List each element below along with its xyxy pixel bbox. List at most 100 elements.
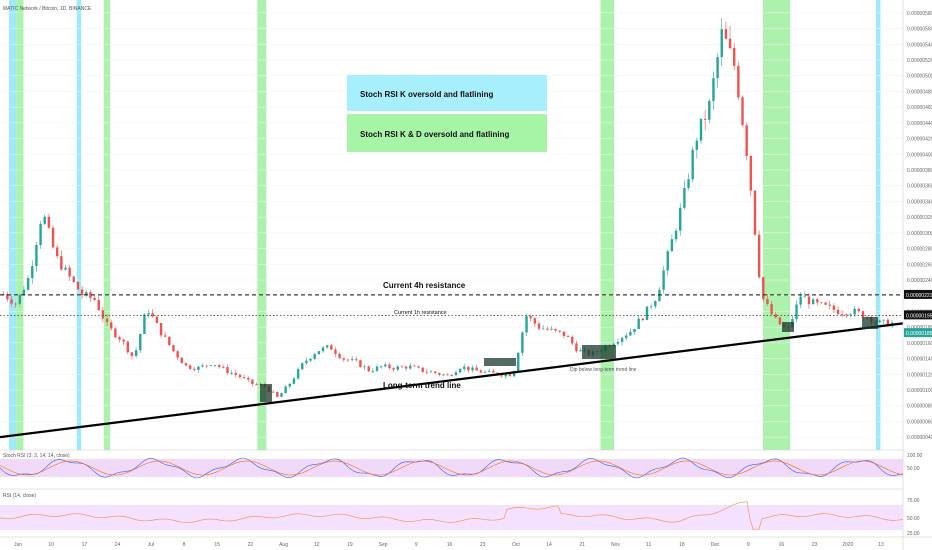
candle-body-99 <box>413 365 416 367</box>
candle-body-31 <box>130 352 134 356</box>
candle-body-108 <box>450 375 453 376</box>
candle-body-25 <box>105 318 109 323</box>
y-tick-0: 0.00000580 <box>907 11 932 17</box>
blue-zone-1 <box>76 0 82 450</box>
candle-body-187 <box>778 317 782 325</box>
candle-body-183 <box>762 277 765 300</box>
trend-line-label: Long-term trend line <box>383 381 461 390</box>
rsi-tick-50: 50.00 <box>907 516 920 522</box>
x-tick-22: 9 <box>747 542 750 548</box>
candle-body-86 <box>359 360 362 368</box>
candle-body-103 <box>429 371 433 373</box>
candle-body-137 <box>571 336 574 344</box>
x-tick-25: 2020 <box>842 542 853 548</box>
candle-body-61 <box>255 384 258 385</box>
candle-body-104 <box>433 371 437 374</box>
candle-body-130 <box>541 328 545 330</box>
candle-body-21 <box>89 292 92 298</box>
candle-body-82 <box>342 358 345 360</box>
candle-body-23 <box>97 300 100 311</box>
candle-body-93 <box>388 364 391 369</box>
candle-body-204 <box>849 314 852 316</box>
x-tick-13: 16 <box>447 542 453 548</box>
x-tick-26: 13 <box>878 542 884 548</box>
candle-body-28 <box>118 337 121 340</box>
stoch-label: Stoch RSI (3, 3, 14, 14, close) <box>3 453 70 459</box>
candle-body-133 <box>554 328 557 331</box>
x-axis-ticks: Jun 10 17 24 Jul 8 15 22 Aug 12 19 Sep 9 16 23 Oct 14 21 N… <box>14 542 884 548</box>
price-label-bg-1 <box>904 310 932 320</box>
candle-body-134 <box>558 330 561 332</box>
candle-body-198 <box>824 302 827 305</box>
candle-body-120 <box>500 375 503 377</box>
candle-body-9 <box>39 223 42 246</box>
candle-body-121 <box>504 374 507 377</box>
candle-body-181 <box>753 190 757 235</box>
candle-body-180 <box>749 155 753 191</box>
candle-body-111 <box>463 366 466 369</box>
candle-body-70 <box>292 378 296 384</box>
candle-body-60 <box>251 379 254 385</box>
candle-body-105 <box>438 373 441 375</box>
rsi-line <box>0 501 904 530</box>
y-tick-15: 0.00000280 <box>907 247 932 253</box>
candle-body-201 <box>836 309 840 315</box>
candle-body-33 <box>139 333 142 351</box>
candle-body-75 <box>313 354 316 359</box>
candle-body-185 <box>770 303 773 315</box>
candle-body-12 <box>51 227 55 248</box>
candle-body-167 <box>695 140 699 150</box>
candle-body-71 <box>296 369 300 379</box>
y-tick-22: 0.00000140 <box>907 357 932 363</box>
candle-body-27 <box>114 328 117 338</box>
x-tick-5: 8 <box>183 542 186 548</box>
candle-body-211 <box>878 320 881 323</box>
blue-zone-2 <box>875 0 881 450</box>
candle-body-102 <box>425 371 429 373</box>
candle-body-45 <box>188 365 192 369</box>
candle-body-98 <box>409 365 412 369</box>
dip-box-2 <box>582 345 616 359</box>
x-tick-9: 12 <box>314 542 320 548</box>
y-tick-11: 0.00000360 <box>907 184 932 190</box>
candle-body-68 <box>284 386 287 394</box>
candle-body-40 <box>168 336 171 346</box>
candle-body-43 <box>180 357 183 364</box>
candle-body-129 <box>537 323 541 329</box>
candle-body-149 <box>620 337 624 342</box>
candle-body-203 <box>845 314 848 316</box>
x-tick-12: 9 <box>415 542 418 548</box>
candle-body-22 <box>93 297 96 301</box>
legend-blue-box <box>347 75 547 111</box>
y-tick-10: 0.00000380 <box>907 168 932 174</box>
y-tick-23: 0.00000120 <box>907 372 932 378</box>
candle-body-196 <box>816 299 819 303</box>
candle-body-41 <box>172 345 175 352</box>
green-zone-4 <box>763 0 791 450</box>
x-tick-14: 23 <box>480 542 486 548</box>
candle-body-163 <box>679 207 682 231</box>
candle-body-164 <box>683 187 686 208</box>
y-tick-4: 0.00000500 <box>907 74 932 80</box>
candle-body-56 <box>234 372 237 375</box>
candle-body-6 <box>26 278 30 290</box>
y-tick-6: 0.00000460 <box>907 105 932 111</box>
rsi-tick-25: 25.00 <box>907 531 920 537</box>
x-tick-24: 23 <box>812 542 818 548</box>
candle-body-67 <box>280 393 283 397</box>
candle-body-200 <box>832 305 836 310</box>
candle-body-157 <box>654 301 657 307</box>
x-tick-4: Jul <box>148 542 154 548</box>
candle-body-117 <box>487 370 491 372</box>
candle-body-30 <box>126 341 130 353</box>
y-tick-7: 0.00000440 <box>907 121 932 127</box>
x-tick-17: 21 <box>579 542 585 548</box>
y-axis-ticks: 0.00000580 0.00000560 0.00000540 0.00000520… <box>907 11 932 441</box>
dip-box-4 <box>862 317 878 329</box>
candle-body-37 <box>155 316 159 323</box>
candle-body-8 <box>35 245 38 267</box>
candle-body-114 <box>475 367 478 371</box>
candle-body-85 <box>355 359 358 361</box>
x-tick-2: 17 <box>82 542 88 548</box>
